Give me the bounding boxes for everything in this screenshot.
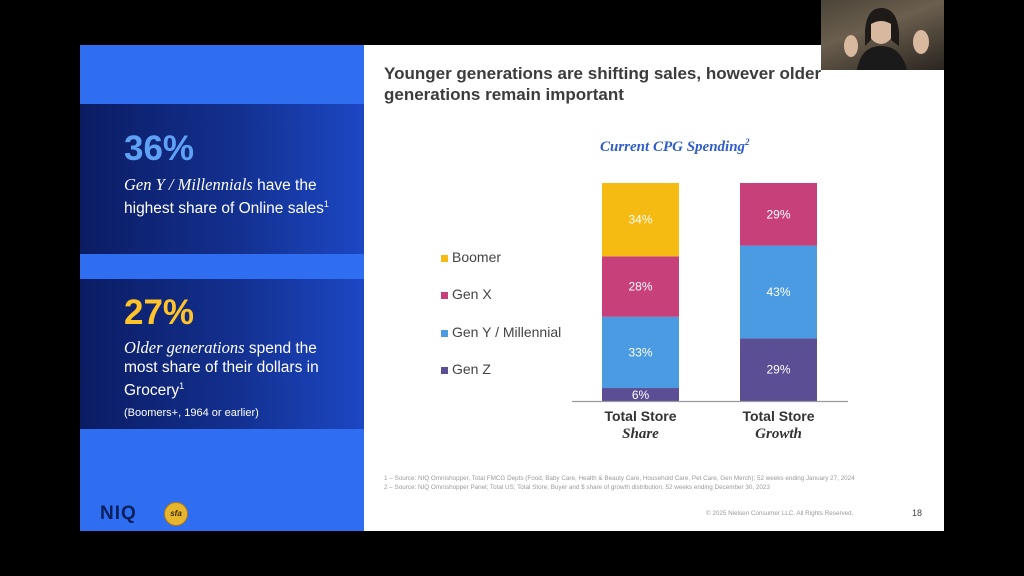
webcam-video-thumbnail[interactable] bbox=[821, 0, 944, 70]
legend-label: Gen Y / Millennial bbox=[452, 324, 561, 340]
slide-title: Younger generations are shifting sales, … bbox=[384, 64, 822, 104]
stat-value-online: 36% bbox=[124, 129, 195, 168]
stat-description-grocery: Older generations spend the most share o… bbox=[124, 338, 319, 400]
bar-segment bbox=[740, 338, 817, 401]
data-label: 28% bbox=[628, 280, 652, 294]
stat-card-grocery bbox=[80, 279, 364, 429]
bar-segment bbox=[740, 183, 817, 246]
data-label: 29% bbox=[766, 207, 790, 221]
footnote-2: 2 – Source: NIQ Omnishopper Panel; Total… bbox=[384, 484, 770, 491]
stat-card-online bbox=[80, 104, 364, 254]
category-label: Share bbox=[622, 426, 659, 442]
legend-swatch bbox=[441, 255, 448, 262]
left-panel: 36% Gen Y / Millennials have the highest… bbox=[80, 45, 364, 531]
legend-label: Gen Z bbox=[452, 361, 491, 377]
stat-note: (Boomers+, 1964 or earlier) bbox=[124, 407, 259, 419]
legend-label: Boomer bbox=[452, 249, 501, 265]
data-label: 43% bbox=[766, 285, 790, 299]
bar-segment bbox=[602, 183, 679, 257]
data-label: 34% bbox=[628, 213, 652, 227]
legend-swatch bbox=[441, 367, 448, 374]
stacked-bar-chart: 6% 33% 28% 34% Total Store Share 29% 43% 29% Tota… bbox=[441, 183, 848, 442]
bar-segment bbox=[602, 388, 679, 401]
data-label: 33% bbox=[628, 345, 652, 359]
sfa-badge-icon: sfa bbox=[164, 502, 188, 526]
bar-segment bbox=[602, 316, 679, 389]
presentation-slide: 36% Gen Y / Millennials have the highest… bbox=[80, 45, 944, 531]
category-label: Total Store bbox=[742, 408, 814, 424]
data-label: 6% bbox=[632, 388, 650, 402]
footnote-1: 1 – Source: NIQ Omnishopper, Total FMCG … bbox=[384, 475, 855, 482]
stat-description-online: Gen Y / Millennials have the highest sha… bbox=[124, 175, 329, 218]
chart-title: Current CPG Spending2 bbox=[600, 137, 750, 155]
niq-logo: NIQ bbox=[100, 503, 137, 524]
stat-value-grocery: 27% bbox=[124, 293, 195, 332]
legend-swatch bbox=[441, 292, 448, 299]
bar-segment bbox=[740, 245, 817, 339]
legend-swatch bbox=[441, 330, 448, 337]
data-label: 29% bbox=[766, 363, 790, 377]
page-number: 18 bbox=[912, 508, 923, 518]
category-label: Total Store bbox=[604, 408, 676, 424]
presenter-video-icon bbox=[844, 8, 929, 70]
copyright: © 2025 Nielsen Consumer LLC. All Rights … bbox=[706, 510, 854, 517]
category-label: Growth bbox=[755, 426, 802, 442]
legend-label: Gen X bbox=[452, 286, 492, 302]
bar-segment bbox=[602, 256, 679, 317]
